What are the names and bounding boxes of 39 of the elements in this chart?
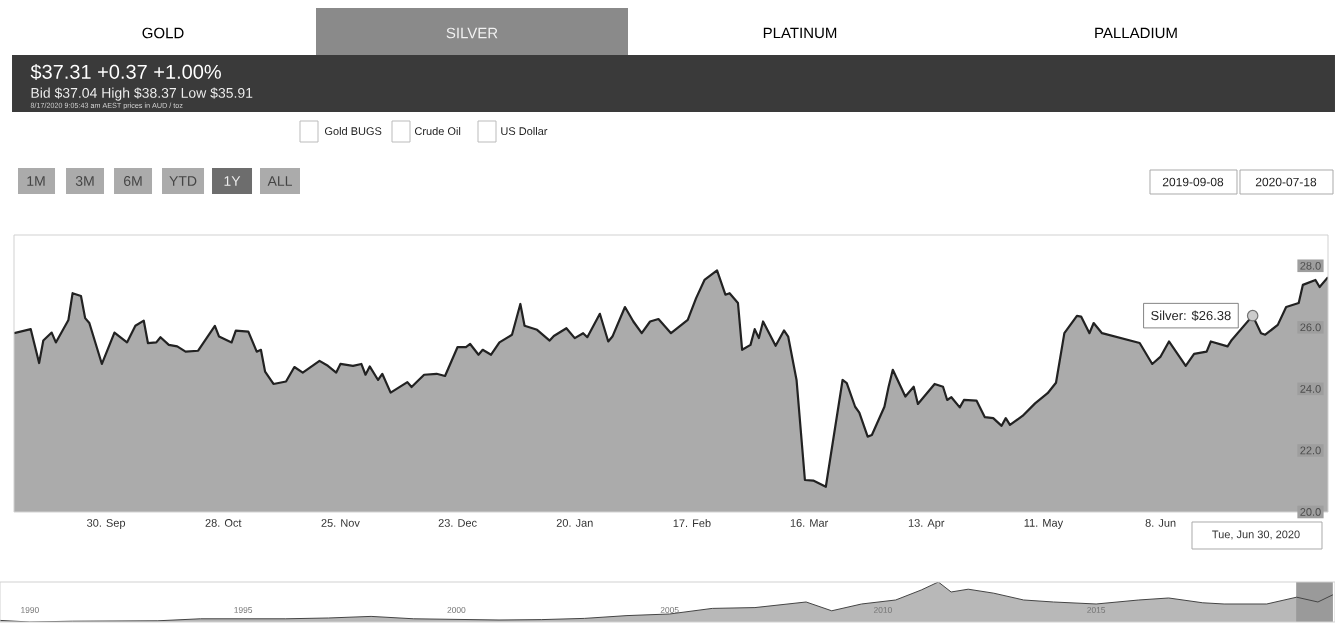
x-tick-label: 1990 bbox=[21, 606, 39, 613]
x-tick-label: 17. Feb bbox=[673, 519, 711, 528]
text: US Dollar bbox=[501, 126, 548, 136]
text: SILVER bbox=[446, 27, 498, 39]
x-tick-label: 23. Dec bbox=[438, 519, 477, 527]
text: GOLD bbox=[142, 27, 184, 39]
text: Gold BUGS bbox=[324, 126, 382, 136]
x-tick-label: 16. Mar bbox=[790, 519, 829, 527]
x-tick-label: 1995 bbox=[234, 606, 253, 613]
text: 1M bbox=[27, 176, 45, 186]
x-tick-label: 20. Jan bbox=[556, 519, 593, 527]
text: Crude Oil bbox=[414, 126, 461, 136]
x-tick-label: 28. Oct bbox=[205, 519, 242, 527]
x-tick-label: 2015 bbox=[1087, 606, 1106, 613]
x-tick-label: 2005 bbox=[660, 606, 679, 613]
x-tick-label: 2000 bbox=[447, 606, 466, 613]
x-tick-label: 30. Sep bbox=[87, 519, 126, 530]
y-tick-label: 22.0 bbox=[1300, 446, 1321, 455]
y-tick-label: 24.0 bbox=[1300, 384, 1321, 393]
text: 2020-07-18 bbox=[1255, 177, 1317, 187]
text: 6M bbox=[124, 176, 142, 186]
text: 1Y bbox=[224, 176, 241, 186]
text: $37.31 +0.37 +1.00% bbox=[30, 63, 221, 81]
text: Bid $37.04 High $38.37 Low $35.91 bbox=[31, 87, 253, 101]
x-tick-label: 8. Jun bbox=[1145, 519, 1176, 527]
x-tick-label: 11. May bbox=[1024, 519, 1064, 529]
y-tick-label: 26.0 bbox=[1300, 323, 1321, 332]
text: ALL bbox=[267, 176, 292, 186]
text: 3M bbox=[75, 176, 94, 186]
text: PLATINUM bbox=[763, 27, 837, 39]
text: PALLADIUM bbox=[1095, 27, 1177, 39]
x-tick-label: 13. Apr bbox=[908, 519, 945, 530]
x-tick-label: 25. Nov bbox=[321, 519, 360, 527]
text: Tue, Jun 30, 2020 bbox=[1212, 530, 1300, 540]
y-tick-label: 28.0 bbox=[1300, 261, 1321, 270]
annotation: Silver: $26.38 bbox=[1151, 310, 1231, 321]
text: 2019-09-08 bbox=[1162, 177, 1224, 187]
text: YTD bbox=[169, 176, 197, 186]
y-tick-label: 20.0 bbox=[1300, 508, 1321, 516]
